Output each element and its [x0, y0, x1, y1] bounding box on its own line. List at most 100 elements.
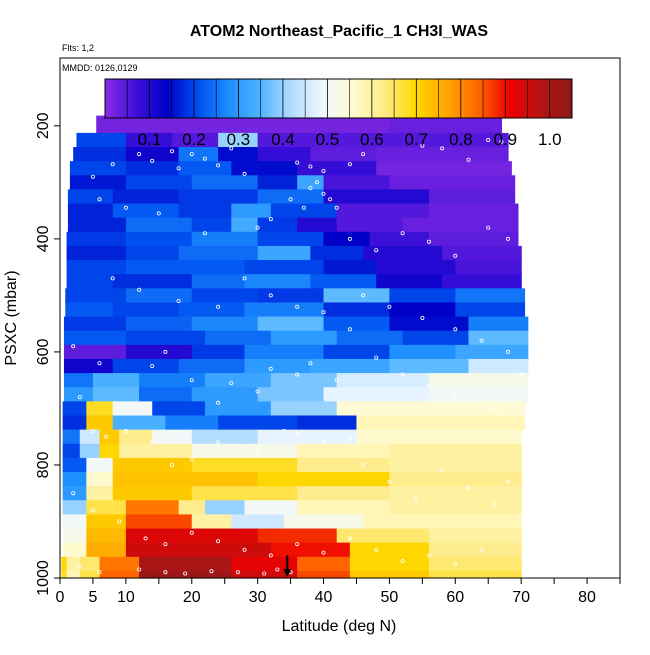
- sample-point: [466, 157, 471, 162]
- colorbar-swatch: [379, 79, 383, 118]
- heatmap-cell: [297, 443, 391, 459]
- heatmap-cell: [428, 373, 529, 388]
- sample-point: [189, 530, 194, 535]
- colorbar-swatch: [210, 79, 214, 118]
- heatmap-cell: [349, 556, 430, 572]
- heatmap-cell: [389, 175, 516, 191]
- sample-point: [361, 152, 366, 157]
- colorbar-swatch: [420, 79, 424, 118]
- colorbar-swatch: [259, 79, 264, 118]
- heatmap-cell: [178, 302, 246, 318]
- heatmap-cell: [336, 528, 430, 544]
- heatmap-cell: [191, 457, 298, 473]
- colorbar-swatch: [297, 79, 302, 118]
- colorbar-swatch: [151, 79, 156, 118]
- sample-point: [71, 491, 76, 496]
- sample-point: [77, 395, 82, 400]
- heatmap-cell: [428, 387, 529, 402]
- heatmap-cell: [62, 401, 87, 417]
- heatmap-cell: [257, 147, 311, 162]
- heatmap-cell: [297, 570, 351, 579]
- heatmap-cell: [125, 500, 180, 516]
- colorbar-swatch: [320, 79, 325, 118]
- colorbar-swatch: [262, 79, 267, 118]
- heatmap-cell: [455, 260, 522, 275]
- sample-point: [328, 197, 333, 202]
- sample-point: [361, 293, 366, 298]
- sample-point: [255, 451, 260, 456]
- sample-point: [347, 437, 352, 442]
- heatmap-cell: [139, 387, 193, 402]
- heatmap-cell: [231, 161, 298, 176]
- sample-point: [268, 293, 273, 298]
- colorbar-swatch: [312, 79, 316, 118]
- sample-point: [150, 440, 155, 445]
- sample-point: [77, 564, 82, 569]
- colorbar-tick-label: 0.8: [449, 130, 473, 149]
- colorbar-swatch: [356, 79, 360, 118]
- colorbar-swatch: [501, 79, 506, 118]
- sample-point: [97, 197, 102, 202]
- heatmap-cell: [61, 556, 68, 572]
- heatmap-cell: [428, 570, 522, 579]
- heatmap-cell: [336, 373, 430, 388]
- sample-point: [400, 372, 405, 377]
- heatmap-cell: [96, 115, 391, 134]
- sample-point: [499, 139, 504, 144]
- heatmap-cell: [323, 189, 430, 205]
- colorbar-tick-label: 0.9: [493, 130, 517, 149]
- colorbar-swatch: [271, 79, 275, 118]
- sample-point: [90, 174, 95, 179]
- colorbar-swatch: [105, 79, 109, 118]
- colorbar-swatch: [245, 79, 249, 118]
- colorbar-swatch: [423, 79, 427, 118]
- heatmap-cell: [191, 316, 259, 332]
- heatmap-cell: [310, 358, 391, 374]
- heatmap-cell: [191, 274, 246, 289]
- sample-point: [505, 236, 510, 241]
- heatmap-cell: [389, 486, 522, 501]
- colorbar-swatch: [464, 79, 468, 118]
- sample-point: [163, 570, 168, 575]
- heatmap-cell: [178, 245, 259, 261]
- sample-point: [308, 185, 313, 190]
- heatmap-cell: [402, 217, 519, 233]
- sample-point: [387, 479, 392, 484]
- sample-point: [71, 344, 76, 349]
- sample-point: [420, 315, 425, 320]
- heatmap-cell: [125, 161, 180, 176]
- heatmap-cell: [62, 429, 81, 445]
- sample-point: [413, 496, 418, 501]
- colorbar-swatch: [218, 79, 223, 118]
- colorbar-swatch: [110, 79, 115, 118]
- heatmap-cell: [270, 373, 338, 388]
- colorbar-swatch: [329, 79, 334, 118]
- sample-point: [268, 553, 273, 558]
- heatmap-cell: [270, 203, 338, 219]
- heatmap-cell: [62, 415, 87, 431]
- heatmap-cell: [125, 132, 173, 148]
- colorbar-swatch: [248, 79, 252, 118]
- heatmap-cell: [389, 472, 522, 487]
- heatmap-cell: [270, 542, 351, 558]
- plot-border: [59, 57, 621, 579]
- colorbar-swatch: [539, 79, 544, 118]
- heatmap-cell: [65, 302, 114, 318]
- sample-point: [242, 547, 247, 552]
- x-tick-label: 20: [183, 589, 201, 606]
- heatmap-cell: [112, 274, 193, 289]
- y-tick-label: 200: [35, 112, 52, 139]
- heatmap-cell: [257, 231, 325, 247]
- colorbar-swatch: [338, 79, 342, 118]
- colorbar-swatch: [531, 79, 535, 118]
- heatmap-cell: [92, 373, 140, 388]
- colorbar-swatch: [300, 79, 304, 118]
- heatmap-cell: [270, 330, 338, 346]
- heatmap-cell: [218, 132, 259, 148]
- colorbar-swatch: [131, 79, 135, 118]
- sample-point: [308, 164, 313, 169]
- colorbar-swatch: [306, 79, 310, 118]
- colorbar-swatch: [353, 79, 357, 118]
- colorbar-swatch: [493, 79, 497, 118]
- colorbar-swatch: [341, 79, 345, 118]
